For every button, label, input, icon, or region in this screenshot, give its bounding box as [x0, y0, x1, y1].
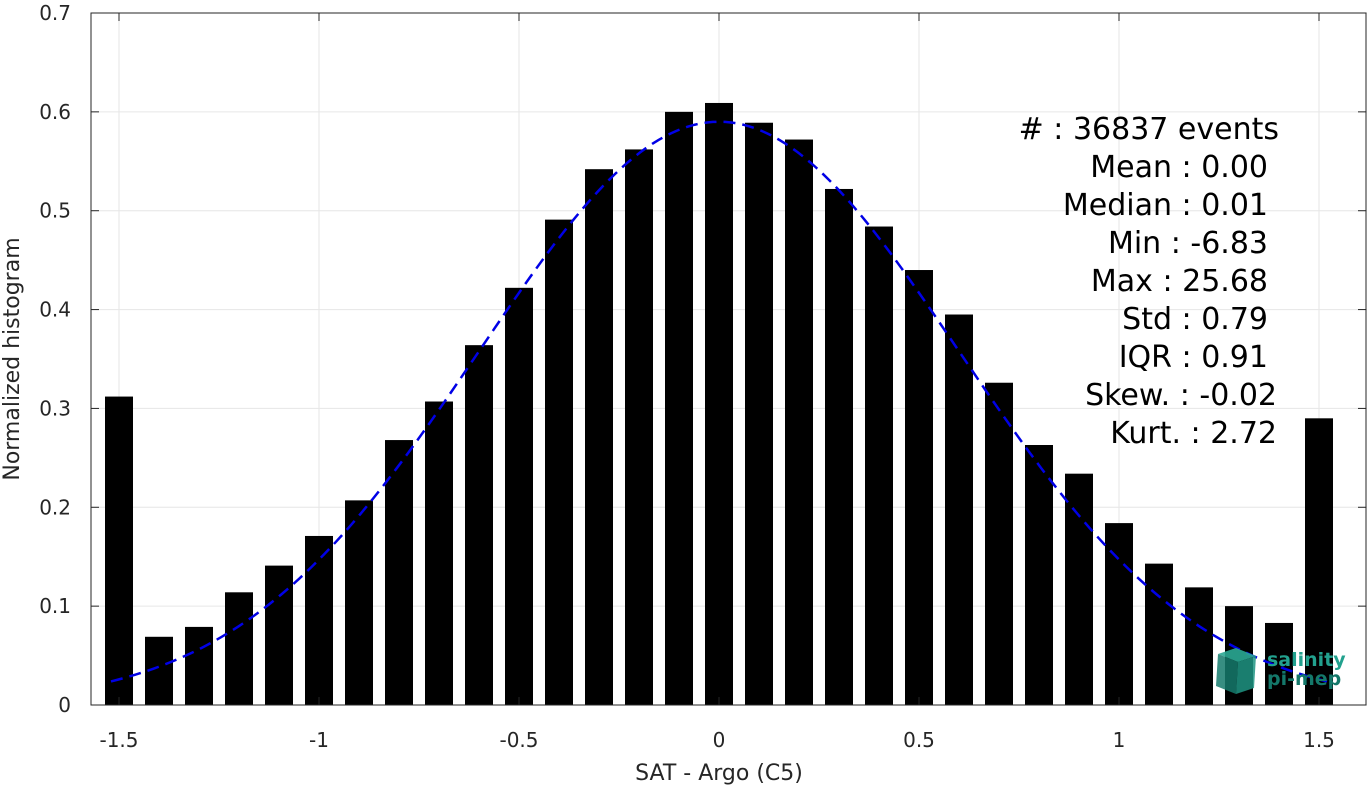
histogram-bar [225, 592, 253, 705]
logo-cube-icon [1216, 648, 1256, 694]
x-axis-label: SAT - Argo (C5) [635, 761, 803, 786]
histogram-bar [465, 345, 493, 705]
x-tick-label: -0.5 [499, 728, 538, 752]
histogram-bar [865, 226, 893, 705]
stat-count: # : 36837 events [1019, 112, 1279, 147]
gaussian-fit-curve [110, 120, 1328, 683]
x-tick-label: -1 [309, 728, 329, 752]
histogram-bar [545, 219, 573, 705]
x-tick-label: 0.5 [903, 728, 935, 752]
stats-box: # : 36837 events Mean : 0.00 Median : 0.… [1019, 112, 1279, 451]
y-axis-label: Normalized histogram [0, 237, 25, 480]
y-tick-label: 0.1 [39, 594, 71, 618]
y-axis-ticks: 0 0.1 0.2 0.3 0.4 0.5 0.6 0.7 [39, 1, 1366, 717]
histogram-bar [1065, 473, 1093, 705]
logo-line-1: salinity [1267, 649, 1346, 671]
histogram-bar [185, 626, 213, 705]
histogram-bar [105, 396, 133, 705]
y-tick-label: 0.5 [39, 199, 71, 223]
histogram-bar [505, 287, 533, 705]
stat-mean: Mean : 0.00 [1090, 150, 1268, 185]
histogram-bar [1305, 418, 1333, 705]
histogram-bar [265, 565, 293, 705]
stat-median: Median : 0.01 [1063, 188, 1268, 223]
histogram-bar [825, 188, 853, 706]
histogram-bar [385, 440, 413, 705]
histogram-bar [1185, 587, 1213, 705]
salinity-pimep-logo: salinity pi-mep [1216, 648, 1346, 694]
stat-min: Min : -6.83 [1108, 226, 1268, 261]
histogram-bar [345, 500, 373, 705]
y-tick-label: 0.4 [39, 298, 71, 322]
histogram-bar [585, 169, 613, 706]
histogram-bar [305, 535, 333, 705]
histogram-bar [665, 111, 693, 706]
logo-line-2: pi-mep [1267, 668, 1341, 690]
histogram-bar [745, 122, 773, 705]
histogram-bar [945, 314, 973, 705]
histogram-bar [1105, 523, 1133, 705]
histogram-bar [1025, 445, 1053, 705]
y-tick-label: 0.7 [39, 1, 71, 25]
bar-series [105, 102, 1333, 706]
x-tick-label: 0 [713, 728, 726, 752]
stat-max: Max : 25.68 [1091, 264, 1268, 299]
histogram-bar [1145, 563, 1173, 705]
stat-skew: Skew. : -0.02 [1085, 378, 1277, 413]
stat-iqr: IQR : 0.91 [1119, 340, 1268, 375]
histogram-bar [625, 149, 653, 705]
x-axis-ticks: -1.5 -1 -0.5 0 0.5 1 1.5 [99, 13, 1335, 752]
histogram-bar [705, 102, 733, 705]
histogram-bar [985, 382, 1013, 705]
x-tick-label: 1.5 [1303, 728, 1335, 752]
stat-std: Std : 0.79 [1122, 302, 1268, 337]
axes-box [90, 12, 1367, 706]
x-tick-label: -1.5 [99, 728, 138, 752]
histogram-bar [785, 139, 813, 706]
histogram-bar [905, 270, 933, 705]
y-tick-label: 0.3 [39, 396, 71, 420]
y-tick-label: 0 [58, 693, 71, 717]
histogram-bar [425, 401, 453, 705]
y-tick-label: 0.2 [39, 495, 71, 519]
x-tick-label: 1 [1113, 728, 1126, 752]
stat-kurt: Kurt. : 2.72 [1110, 416, 1277, 451]
y-tick-label: 0.6 [39, 100, 71, 124]
